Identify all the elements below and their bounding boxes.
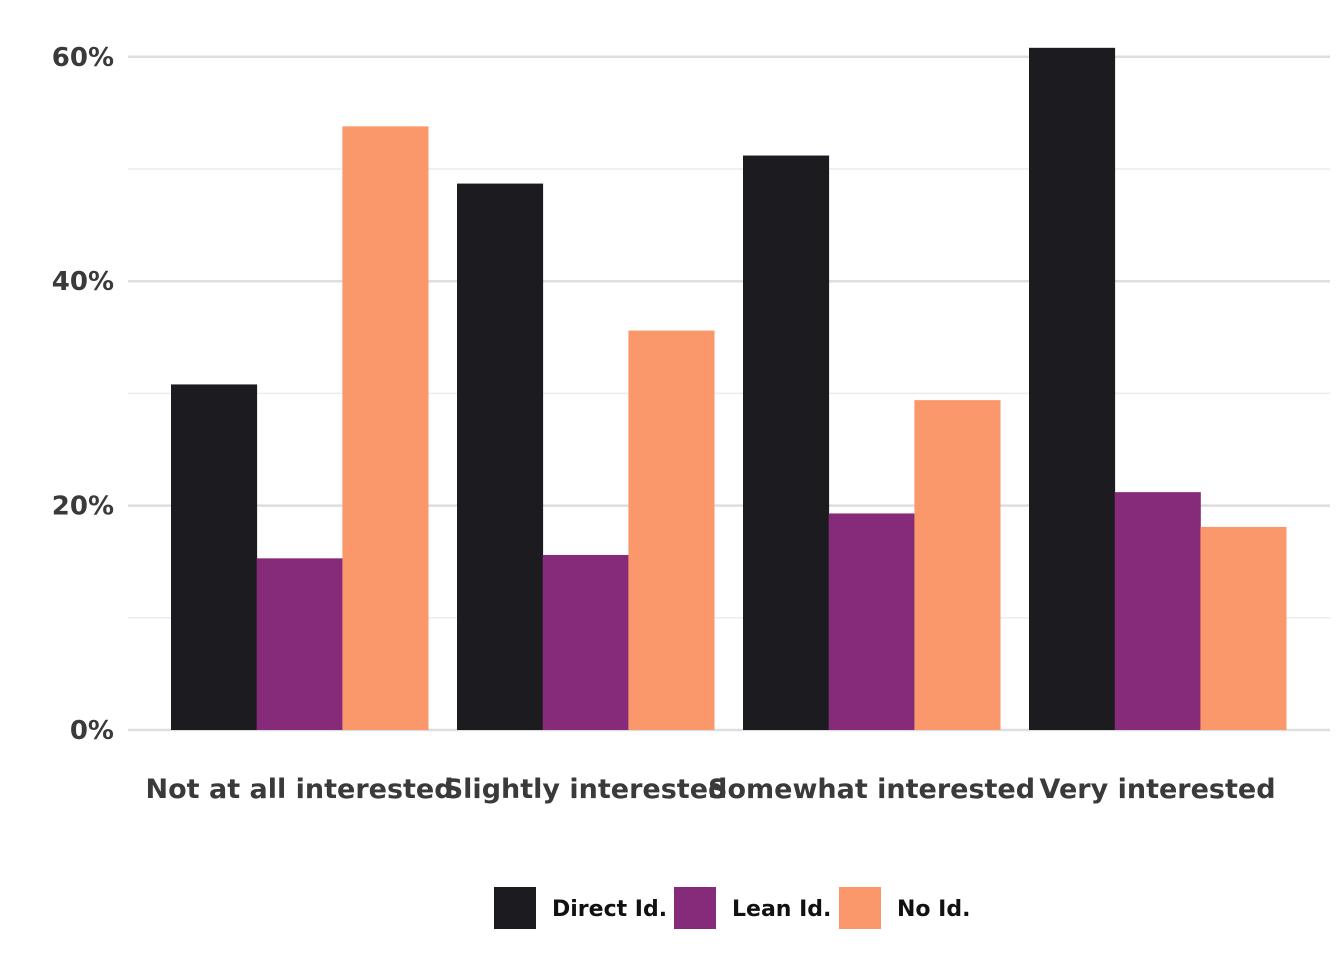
bar-no-id <box>342 126 429 730</box>
y-tick-label: 0% <box>70 716 114 746</box>
bar-no-id <box>1200 526 1287 730</box>
legend-label: No Id. <box>897 897 970 922</box>
y-tick-label: 20% <box>52 492 114 522</box>
x-category-label: Very interested <box>1040 774 1276 805</box>
bar-direct-id <box>457 183 544 730</box>
x-category-label: Somewhat interested <box>708 774 1035 805</box>
legend-item: No Id. <box>839 887 970 929</box>
legend-swatch <box>674 887 716 929</box>
bars <box>171 47 1287 731</box>
legend: Direct Id. Lean Id. No Id. <box>494 887 970 929</box>
bar-no-id <box>914 400 1001 730</box>
bar-lean-id <box>542 554 629 730</box>
legend-swatch <box>494 887 536 929</box>
legend-item: Direct Id. <box>494 887 667 929</box>
y-tick-label: 40% <box>52 267 114 297</box>
legend-item: Lean Id. <box>674 887 831 929</box>
bar-direct-id <box>1029 47 1116 731</box>
x-category-label: Slightly interested <box>444 774 728 805</box>
bar-no-id <box>628 330 715 730</box>
bar-lean-id <box>1114 492 1201 730</box>
bar-lean-id <box>828 513 915 730</box>
x-category-label: Not at all interested <box>146 774 454 805</box>
legend-label: Lean Id. <box>732 897 831 922</box>
bar-lean-id <box>256 558 343 730</box>
bar-direct-id <box>743 155 830 730</box>
y-axis-tick-labels: 0% 20% 40% 60% <box>52 43 114 746</box>
bar-direct-id <box>171 384 258 730</box>
legend-swatch <box>839 887 881 929</box>
y-tick-label: 60% <box>52 43 114 73</box>
legend-label: Direct Id. <box>552 897 667 922</box>
